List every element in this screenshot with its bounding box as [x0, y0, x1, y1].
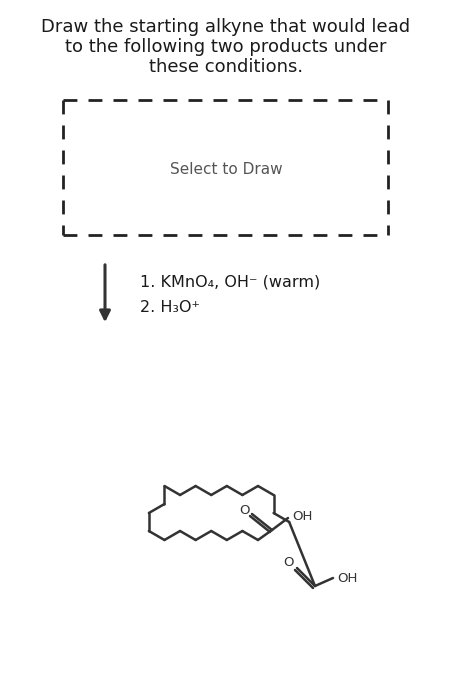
Text: Draw the starting alkyne that would lead: Draw the starting alkyne that would lead	[41, 18, 410, 36]
Text: 1. KMnO₄, OH⁻ (warm): 1. KMnO₄, OH⁻ (warm)	[140, 274, 320, 290]
Text: 2. H₃O⁺: 2. H₃O⁺	[140, 300, 200, 316]
Text: O: O	[239, 503, 249, 517]
Text: these conditions.: these conditions.	[149, 58, 303, 76]
Text: Select to Draw: Select to Draw	[170, 162, 282, 178]
Text: to the following two products under: to the following two products under	[65, 38, 387, 56]
Text: OH: OH	[292, 510, 312, 522]
Text: OH: OH	[337, 571, 357, 584]
Text: O: O	[284, 556, 294, 570]
